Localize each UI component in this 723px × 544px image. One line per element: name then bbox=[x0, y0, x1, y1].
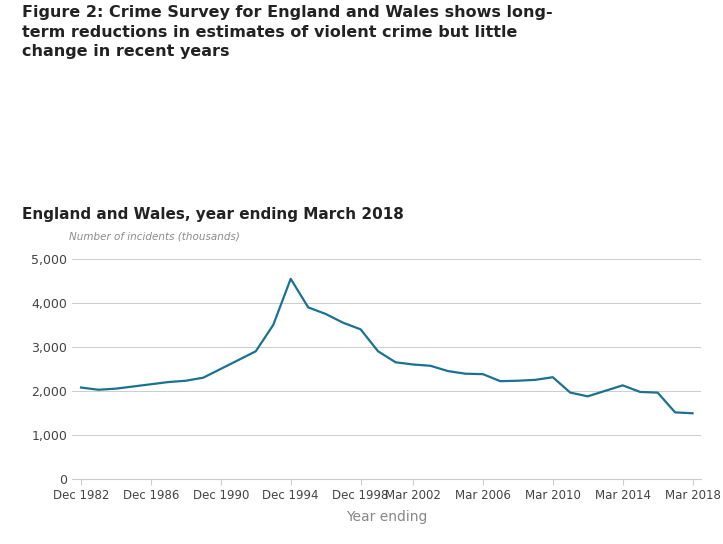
Text: Figure 2: Crime Survey for England and Wales shows long-
term reductions in esti: Figure 2: Crime Survey for England and W… bbox=[22, 5, 552, 59]
X-axis label: Year ending: Year ending bbox=[346, 510, 427, 524]
Text: England and Wales, year ending March 2018: England and Wales, year ending March 201… bbox=[22, 207, 403, 222]
Text: Number of incidents (thousands): Number of incidents (thousands) bbox=[69, 231, 240, 241]
